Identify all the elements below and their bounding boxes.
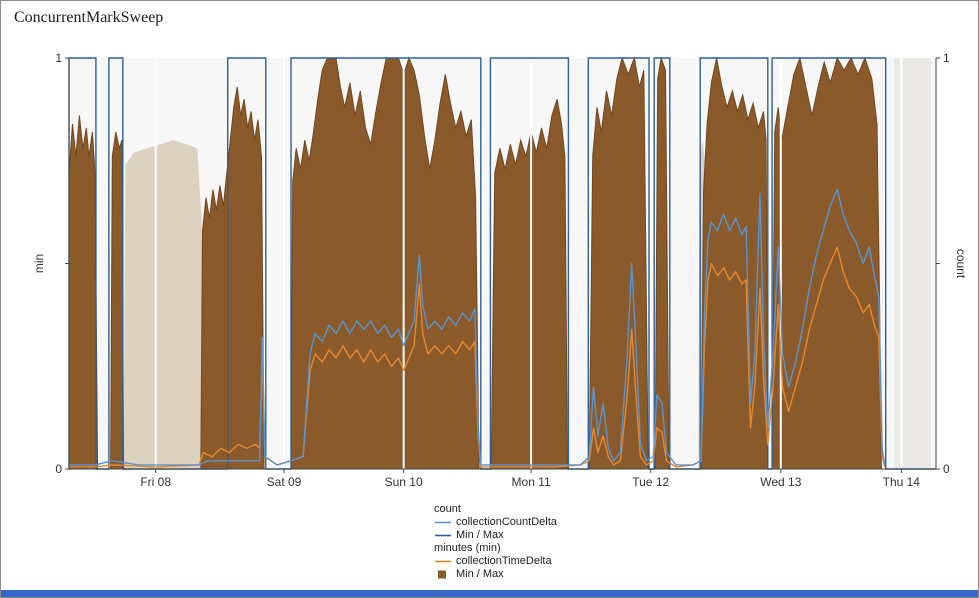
legend-item-collection-count-delta: collectionCountDelta [434,516,557,529]
legend-label-count-minmax: Min / Max [456,529,504,541]
y-tick-label-left: 1 [55,51,62,65]
page-title: ConcurrentMarkSweep [14,9,164,26]
bottom-bar [1,590,978,597]
collectionTimeDelta-minmax-area [490,98,569,470]
legend-heading-minutes: minutes (min) [434,542,501,554]
collectionTimeDelta-minmax-area [290,56,480,470]
line-marker-icon [435,534,451,537]
legend-label-collection-count-delta: collectionCountDelta [456,516,557,528]
legend-label-time-minmax: Min / Max [456,568,504,580]
collectionTimeDelta-minmax-faded-area [123,140,205,469]
square-marker-icon [438,570,446,579]
y-axis-title-right: count [954,249,968,279]
legend-label-collection-time-delta: collectionTimeDelta [456,555,552,567]
x-tick-label: Wed 13 [760,475,801,489]
legend-item-collection-time-delta: collectionTimeDelta [434,555,557,568]
y-tick-label-left: 0 [55,462,62,476]
x-tick-label: Thu 14 [883,475,921,489]
x-tick-label: Tue 12 [632,475,669,489]
y-tick-label-right: 0 [943,462,950,476]
collectionTimeDelta-minmax-area [110,131,125,470]
collectionTimeDelta-minmax-area [700,57,769,470]
collectionTimeDelta-minmax-area [200,86,265,470]
legend-heading-count: count [434,503,461,515]
x-tick-label: Fri 08 [140,475,171,489]
no-data-region-area [894,58,931,469]
line-marker-icon [435,560,451,563]
collectionTimeDelta-minmax-area [68,115,99,470]
x-tick-label: Sat 09 [267,475,302,489]
line-marker-icon [435,521,451,524]
collectionTimeDelta-minmax-area [771,56,882,470]
time-minmax-swatch [438,570,446,579]
chart-svg[interactable]: 1 0 1 0 Fri 08 Sat 09 Sun 10 Mon 11 Tue 12 Wed 13… [1,1,979,501]
chart-legend: count collectionCountDelta Min / Max min… [434,503,557,581]
x-tick-label: Sun 10 [385,475,423,489]
collectionCountDelta-minmax-step [68,57,936,470]
x-tick-label: Mon 11 [512,475,551,489]
y-tick-label-right: 1 [943,51,950,65]
y-axis-title-left: min [32,254,46,273]
legend-item-time-minmax: Min / Max [434,568,557,581]
collectionCountDelta-line [69,188,886,466]
legend-item-count-minmax: Min / Max [434,529,557,542]
